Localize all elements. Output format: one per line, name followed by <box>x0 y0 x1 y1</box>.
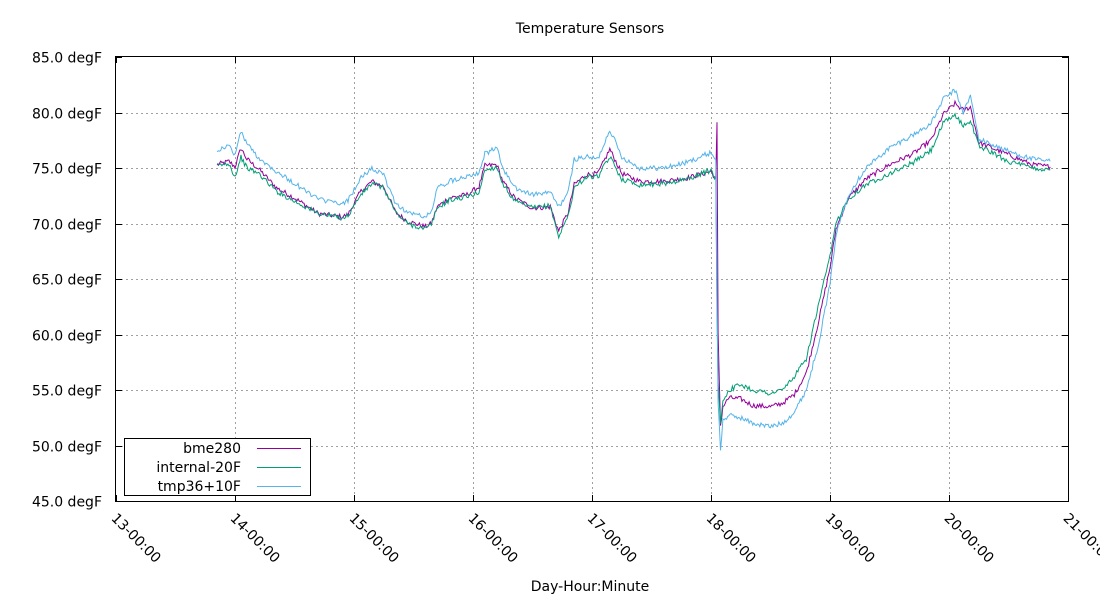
y-tick-label: 55.0 degF <box>32 384 102 400</box>
y-tick-label: 80.0 degF <box>32 107 102 123</box>
y-tick-label: 60.0 degF <box>32 329 102 345</box>
y-tick-label: 50.0 degF <box>32 440 102 456</box>
chart-title: Temperature Sensors <box>515 21 664 37</box>
y-tick-label: 75.0 degF <box>32 162 102 178</box>
y-tick-labels: 45.0 degF 50.0 degF 55.0 degF 60.0 degF 65.0… <box>32 51 1068 511</box>
series-line-internal-20f <box>216 112 1051 424</box>
plot-frame <box>115 56 1069 502</box>
y-tick-label: 85.0 degF <box>32 51 102 67</box>
y-tick-label: 45.0 degF <box>32 495 102 511</box>
y-tick-label: 70.0 degF <box>32 218 102 234</box>
legend-label: internal-20F <box>156 460 241 476</box>
series-line-tmp36-10f <box>216 88 1051 451</box>
series-layer <box>216 88 1051 451</box>
legend-label: bme280 <box>183 441 241 457</box>
y-tick-label: 65.0 degF <box>32 273 102 289</box>
legend: bme280 internal-20F tmp36+10F <box>124 438 311 496</box>
series-line-bme280 <box>216 99 1051 426</box>
grid-layer <box>116 57 1068 501</box>
x-axis-label: Day-Hour:Minute <box>531 579 649 595</box>
legend-label: tmp36+10F <box>158 479 241 495</box>
